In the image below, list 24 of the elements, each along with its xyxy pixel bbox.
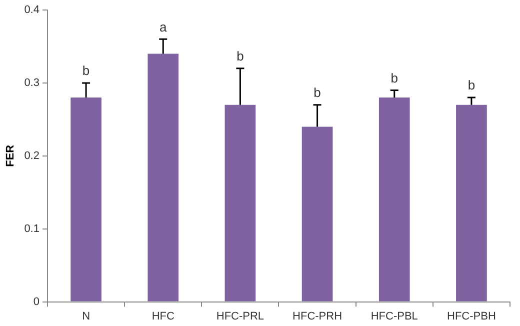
y-tick-label: 0.2: [24, 150, 40, 162]
bar: [148, 54, 179, 302]
bar: [224, 104, 256, 302]
bar: [302, 126, 333, 302]
bar: [70, 98, 102, 302]
y-tick-label: 0.1: [24, 222, 40, 235]
annotation: b: [468, 78, 476, 93]
bar: [456, 104, 487, 302]
y-tick-label: 0.3: [24, 76, 40, 89]
x-tick-label: N: [82, 310, 90, 322]
x-tick-label: HFC-PRL: [216, 310, 264, 322]
x-tick-label: HFC-PBL: [370, 310, 418, 322]
annotation: b: [236, 48, 244, 64]
annotation: b: [314, 84, 321, 100]
annotation: b: [390, 70, 398, 86]
x-tick-label: HFC-PRH: [292, 310, 342, 322]
annotation: a: [160, 19, 168, 34]
y-axis-title: FER: [4, 144, 17, 167]
y-tick-label: 0.4: [24, 4, 40, 16]
bar: [378, 98, 410, 302]
annotation: b: [82, 63, 90, 78]
y-tick-label: 0: [33, 296, 40, 308]
x-tick-label: HFC-PBH: [447, 310, 496, 322]
x-tick-label: HFC: [152, 310, 174, 322]
